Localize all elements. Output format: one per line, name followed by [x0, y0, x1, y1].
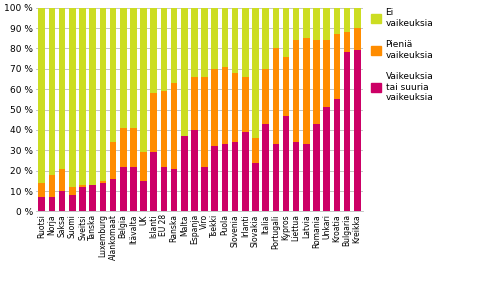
Bar	[181, 136, 188, 211]
Bar	[161, 91, 167, 167]
Bar	[100, 181, 106, 183]
Bar	[161, 8, 167, 91]
Bar	[191, 77, 198, 130]
Bar	[303, 8, 310, 38]
Bar	[232, 8, 239, 73]
Bar	[252, 162, 259, 211]
Bar	[252, 138, 259, 162]
Bar	[262, 124, 269, 211]
Bar	[333, 34, 340, 99]
Bar	[150, 93, 157, 152]
Bar	[273, 48, 279, 144]
Bar	[344, 8, 351, 32]
Bar	[212, 69, 218, 146]
Bar	[140, 152, 147, 181]
Bar	[232, 142, 239, 211]
Bar	[49, 175, 55, 197]
Bar	[354, 28, 360, 50]
Legend: Ei
vaikeuksia, Pieniä
vaikeuksia, Vaikeuksia
tai suuria
vaikeuksia: Ei vaikeuksia, Pieniä vaikeuksia, Vaikeu…	[371, 8, 434, 102]
Bar	[130, 167, 136, 211]
Bar	[344, 53, 351, 211]
Bar	[38, 8, 45, 183]
Bar	[324, 40, 330, 108]
Bar	[100, 183, 106, 211]
Bar	[69, 187, 76, 195]
Bar	[324, 8, 330, 40]
Bar	[354, 8, 360, 28]
Bar	[283, 116, 289, 211]
Bar	[130, 8, 136, 128]
Bar	[221, 8, 228, 67]
Bar	[120, 8, 127, 128]
Bar	[59, 191, 65, 211]
Bar	[49, 197, 55, 211]
Bar	[191, 130, 198, 211]
Bar	[293, 8, 300, 40]
Bar	[303, 38, 310, 144]
Bar	[273, 144, 279, 211]
Bar	[79, 187, 86, 211]
Bar	[242, 77, 248, 132]
Bar	[59, 169, 65, 191]
Bar	[109, 179, 116, 211]
Bar	[303, 144, 310, 211]
Bar	[221, 144, 228, 211]
Bar	[283, 56, 289, 116]
Bar	[262, 8, 269, 69]
Bar	[140, 8, 147, 152]
Bar	[212, 8, 218, 69]
Bar	[354, 50, 360, 211]
Bar	[201, 8, 208, 77]
Bar	[313, 124, 320, 211]
Bar	[262, 69, 269, 124]
Bar	[89, 8, 96, 185]
Bar	[283, 8, 289, 56]
Bar	[293, 142, 300, 211]
Bar	[242, 132, 248, 211]
Bar	[344, 32, 351, 53]
Bar	[49, 8, 55, 175]
Bar	[171, 83, 177, 169]
Bar	[120, 167, 127, 211]
Bar	[100, 8, 106, 181]
Bar	[313, 40, 320, 124]
Bar	[38, 183, 45, 197]
Bar	[191, 8, 198, 77]
Bar	[293, 40, 300, 142]
Bar	[69, 8, 76, 187]
Bar	[161, 167, 167, 211]
Bar	[171, 169, 177, 211]
Bar	[324, 108, 330, 211]
Bar	[109, 8, 116, 142]
Bar	[130, 128, 136, 167]
Bar	[120, 128, 127, 167]
Bar	[89, 185, 96, 211]
Bar	[69, 195, 76, 211]
Bar	[333, 8, 340, 34]
Bar	[201, 167, 208, 211]
Bar	[221, 67, 228, 144]
Bar	[333, 99, 340, 211]
Bar	[232, 73, 239, 142]
Bar	[150, 152, 157, 211]
Bar	[313, 8, 320, 40]
Bar	[212, 146, 218, 211]
Bar	[59, 8, 65, 169]
Bar	[171, 8, 177, 83]
Bar	[181, 8, 188, 136]
Bar	[201, 77, 208, 167]
Bar	[150, 8, 157, 93]
Bar	[252, 8, 259, 138]
Bar	[242, 8, 248, 77]
Bar	[109, 142, 116, 179]
Bar	[38, 197, 45, 211]
Bar	[273, 8, 279, 48]
Bar	[79, 8, 86, 185]
Bar	[79, 185, 86, 187]
Bar	[140, 181, 147, 211]
